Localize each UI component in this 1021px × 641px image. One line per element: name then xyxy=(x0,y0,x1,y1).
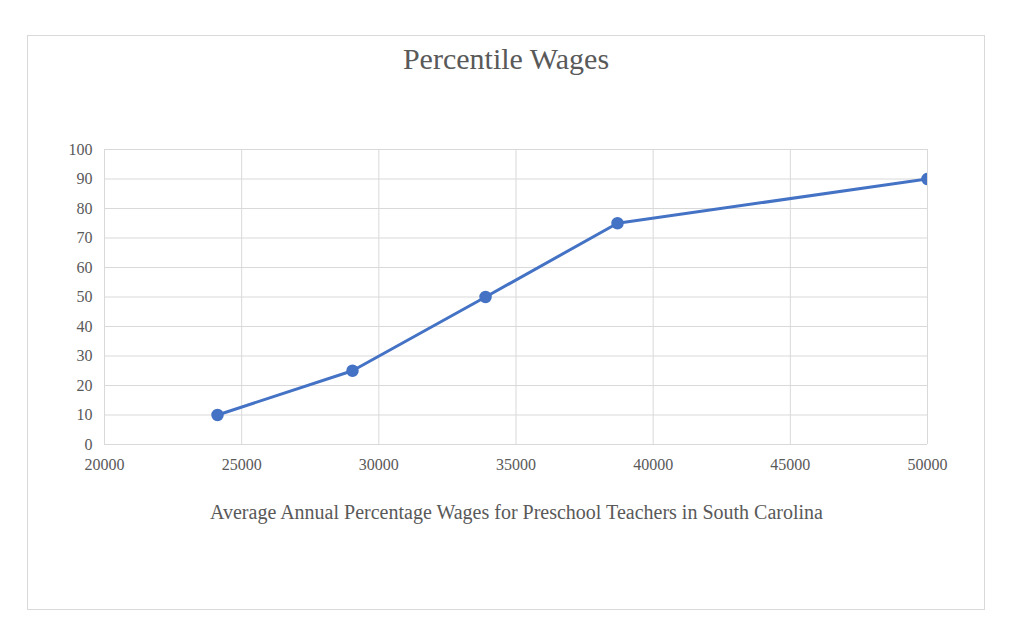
svg-text:70: 70 xyxy=(77,229,93,246)
svg-text:40: 40 xyxy=(77,318,93,335)
svg-text:100: 100 xyxy=(69,141,93,158)
svg-text:20: 20 xyxy=(77,377,93,394)
html-text:Average Annual Percentage Wage: Average Annual Percentage Wages for Pres… xyxy=(210,501,823,523)
svg-text:10: 10 xyxy=(77,406,93,423)
svg-text:30: 30 xyxy=(77,347,93,364)
svg-text:0: 0 xyxy=(85,436,93,453)
svg-text:50000: 50000 xyxy=(908,456,948,473)
svg-text:60: 60 xyxy=(77,259,93,276)
svg-text:50: 50 xyxy=(77,288,93,305)
svg-text:90: 90 xyxy=(77,170,93,187)
svg-text:40000: 40000 xyxy=(633,456,673,473)
html-text:Percentile Wages: Percentile Wages xyxy=(402,42,610,75)
svg-text:30000: 30000 xyxy=(359,456,399,473)
svg-text:25000: 25000 xyxy=(222,456,262,473)
svg-text:80: 80 xyxy=(77,200,93,217)
svg-text:45000: 45000 xyxy=(770,456,810,473)
svg-text:20000: 20000 xyxy=(85,456,125,473)
svg-text:35000: 35000 xyxy=(496,456,536,473)
